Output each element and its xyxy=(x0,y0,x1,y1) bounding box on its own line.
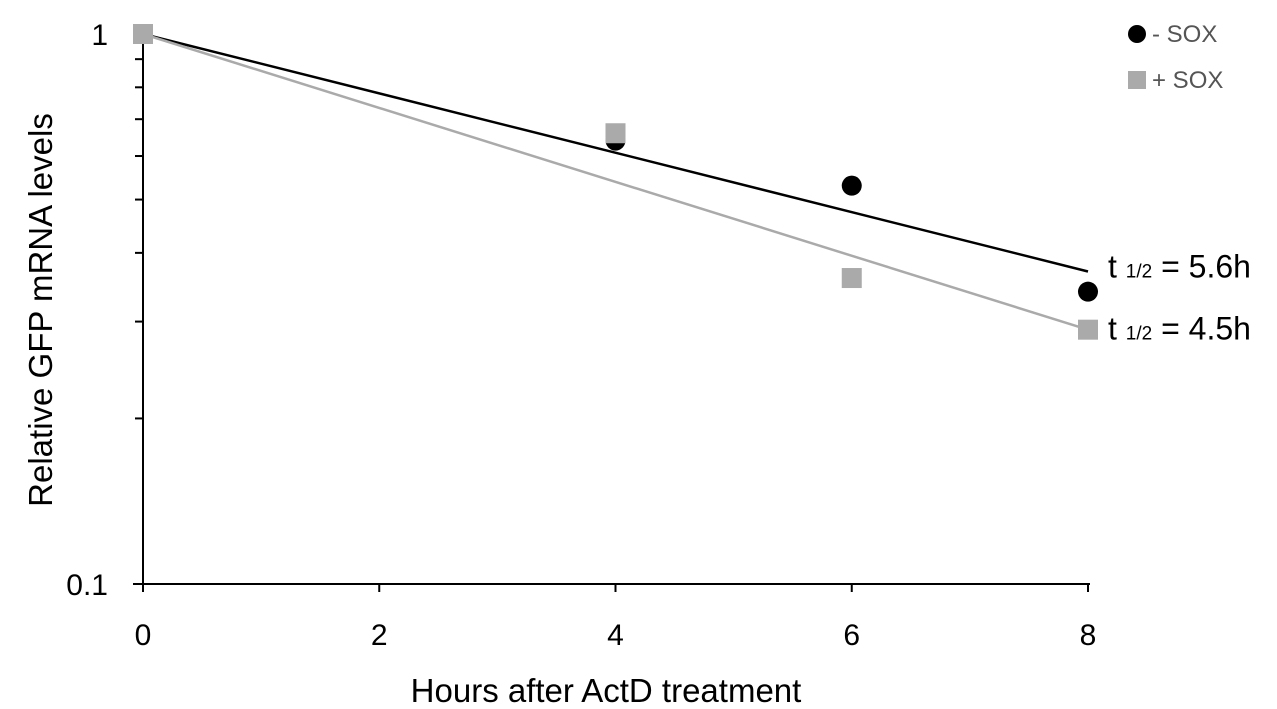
half-life-annotations: t 1/2 = 5.6h t 1/2 = 4.5h xyxy=(1108,248,1251,346)
x-ticks xyxy=(142,584,1089,592)
half-life-label: t 1/2 = 4.5h xyxy=(1108,311,1251,347)
x-tick-label: 2 xyxy=(371,619,388,652)
legend-marker-square xyxy=(1128,71,1146,89)
trendline xyxy=(142,32,1089,331)
data-point-circle xyxy=(841,175,862,196)
legend-label: + SOX xyxy=(1152,67,1223,94)
data-point-circle xyxy=(1078,281,1098,302)
x-tick-label: 8 xyxy=(1080,619,1097,652)
x-tick-label: 0 xyxy=(135,619,152,652)
y-axis-label: Relative GFP mRNA levels xyxy=(22,113,59,507)
data-point-square xyxy=(133,24,153,44)
trendlines xyxy=(142,32,1089,331)
legend-marker-circle xyxy=(1128,25,1146,43)
trendline xyxy=(142,32,1089,273)
x-tick-labels: 0 2 4 6 8 xyxy=(135,619,1097,652)
data-point-square xyxy=(605,123,626,144)
x-axis-label: Hours after ActD treatment xyxy=(411,672,802,709)
x-tick-label: 6 xyxy=(843,619,860,652)
half-life-label: t 1/2 = 5.6h xyxy=(1108,248,1251,284)
data-point-square xyxy=(841,268,862,289)
y-tick-label: 1 xyxy=(91,19,108,52)
y-tick-label: 0.1 xyxy=(66,569,108,602)
legend-label: - SOX xyxy=(1152,21,1217,48)
data-points xyxy=(133,24,1098,340)
legend: - SOX + SOX xyxy=(1128,21,1223,94)
x-tick-label: 4 xyxy=(607,619,624,652)
y-ticks xyxy=(133,33,143,585)
data-point-square xyxy=(1078,319,1098,340)
y-tick-labels: 0.11 xyxy=(66,19,108,602)
